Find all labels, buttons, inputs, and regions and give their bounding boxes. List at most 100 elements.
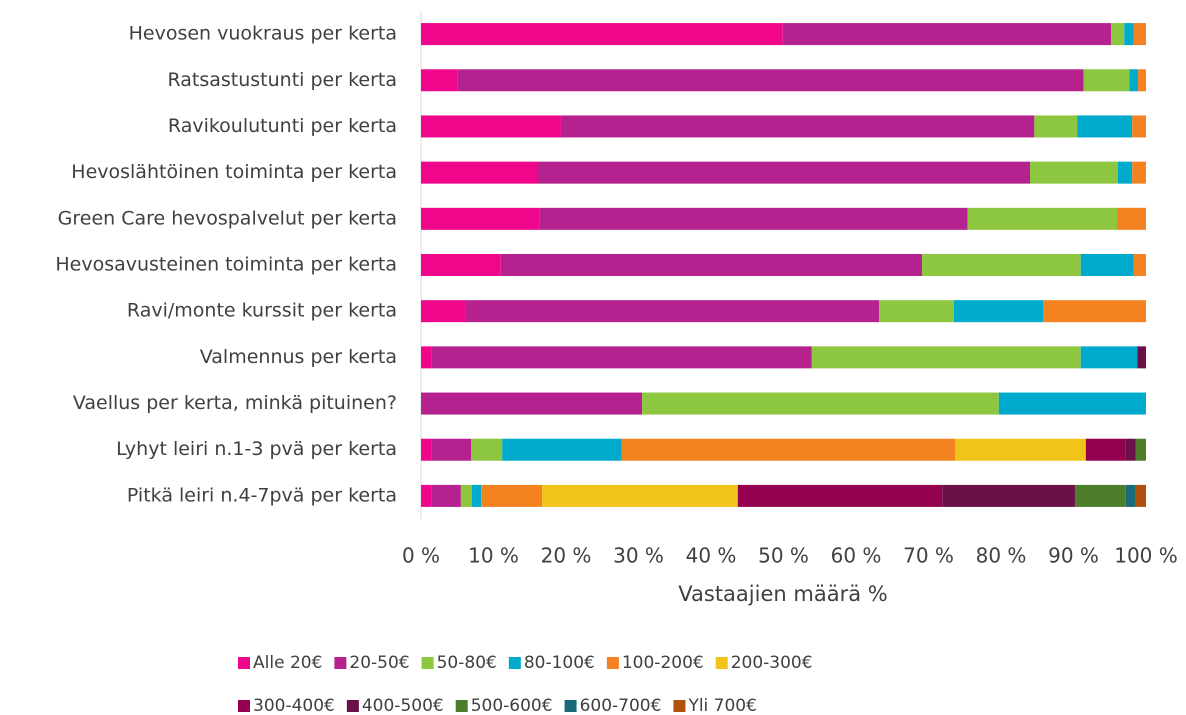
y-tick-label: Hevosavusteinen toiminta per kerta [55,254,397,276]
x-tick-label: 90 % [1048,544,1099,568]
bar-segment [1085,438,1126,461]
bar-segment [1124,23,1134,46]
bar-segment [1080,346,1138,369]
legend-label: 20-50€ [349,653,409,673]
bar-segment [421,161,537,184]
legend-swatch [455,700,468,712]
bar-segment [421,115,561,138]
legend-label: 300-400€ [253,696,335,715]
bar-segment [471,484,482,507]
y-tick-label: Pitkä leiri n.4-7pvä per kerta [127,484,397,506]
y-tick-label: Lyhyt leiri n.1-3 pvä per kerta [116,438,397,460]
legend-label: 100-200€ [622,653,704,673]
legend-swatch [238,700,250,712]
x-tick-label: 20 % [541,544,592,568]
bar-segment [921,254,1081,276]
bar-segment [621,438,956,461]
legend-label: Alle 20€ [253,653,322,673]
bar-segment [1077,115,1133,138]
legend-label: 500-600€ [471,696,553,715]
bar-segment [955,438,1086,461]
bar-segment [1132,161,1146,184]
legend-swatch [606,657,619,669]
legend-label: 200-300€ [731,653,813,673]
bar-segment [782,23,1112,46]
bar-segment [542,484,738,507]
x-tick-label: 0 % [402,544,440,568]
bar-segment [879,300,954,323]
bar-segment [431,484,461,507]
bar-segment [1043,300,1146,323]
bar-segment [1074,484,1126,507]
bar-segment [1137,346,1146,369]
bar-segment [811,346,1081,369]
legend-label: 80-100€ [524,653,595,673]
bar-segment [1133,254,1146,276]
x-tick-label: 30 % [613,544,664,568]
bar-segment [457,69,1084,92]
bar-segment [1132,115,1146,138]
bar-segment [1034,115,1078,138]
legend-label: 50-80€ [437,653,497,673]
bar-segment [560,115,1035,138]
bar-segment [1129,69,1139,92]
y-tick-label: Hevosen vuokraus per kerta [129,23,397,45]
y-tick-label: Green Care hevospalvelut per kerta [58,207,397,229]
bar-segment [471,438,503,461]
bar-segment [1133,23,1146,46]
bar-segment [421,484,432,507]
legend: Alle 20€ 20-50€ 50-80€ 80-100€ 100-200€ 200-3… [238,653,813,715]
bar-segment [421,23,783,46]
bar-segment [953,300,1044,323]
bar-segment [1030,161,1118,184]
bar-segment [1138,69,1146,92]
y-tick-label: Ratsastustunti per kerta [167,69,397,91]
bar-segment [1135,484,1146,507]
legend-swatch [421,657,434,669]
bar-segment [967,207,1117,230]
bar-segment [465,300,880,323]
bar-segment [942,484,1075,507]
bar-segment [481,484,543,507]
legend-label: Yli 700€ [687,696,757,715]
legend-swatch [715,657,728,669]
bar-segment [1083,69,1130,92]
bar-segment [421,254,501,276]
y-tick-label: Ravi/monte kurssit per kerta [127,300,397,322]
bar-segment [421,438,432,461]
bar-segment [1111,23,1125,46]
bar-segment [502,438,622,461]
bar-segment [421,300,466,323]
x-tick-label: 80 % [976,544,1027,568]
x-tick-label: 10 % [468,544,519,568]
bar-segment [1117,161,1133,184]
x-tick-label: 40 % [686,544,737,568]
y-tick-label: Vaellus per kerta, minkä pituinen? [73,392,397,414]
x-tick-label: 70 % [903,544,954,568]
bar-segment [1125,438,1136,461]
bar-segment [1080,254,1134,276]
legend-swatch [673,700,686,712]
legend-swatch [346,700,359,712]
bar-segment [421,392,643,415]
bar-segment [1135,438,1146,461]
legend-label: 600-700€ [580,696,662,715]
x-tick-label: 60 % [831,544,882,568]
bar-segment [539,207,968,230]
y-tick-label: Valmennus per kerta [200,346,397,368]
bar-segment [1117,207,1146,230]
bar-segment [500,254,922,276]
x-tick-label: 50 % [758,544,809,568]
bar-segment [431,346,812,369]
bar-segment [998,392,1146,415]
bar-segment [1125,484,1136,507]
bar-segment [642,392,999,415]
y-tick-label: Ravikoulutunti per kerta [168,115,397,137]
bar-segment [421,346,432,369]
x-tick-label: 100 % [1114,544,1178,568]
bar-segment [537,161,1030,184]
x-axis-label: Vastaajien määrä % [678,582,887,606]
legend-label: 400-500€ [362,696,444,715]
bar-segment [460,484,472,507]
